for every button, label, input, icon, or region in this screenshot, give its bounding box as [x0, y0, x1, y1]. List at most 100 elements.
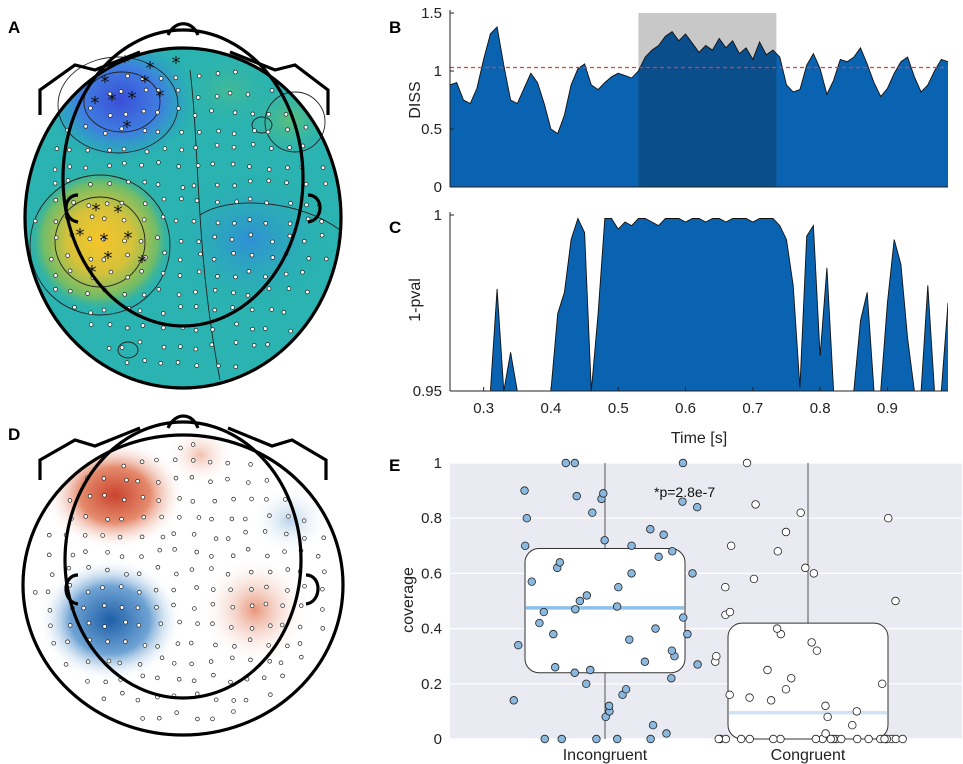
sensor-dot — [88, 182, 93, 187]
sensor-dot — [228, 679, 233, 685]
e-y-label: coverage — [400, 567, 417, 633]
panel-letter-d: D — [8, 425, 20, 444]
sensor-dot — [192, 113, 198, 118]
sensor-dot — [117, 534, 123, 540]
sensor-dot — [190, 442, 196, 447]
sensor-dot — [121, 497, 127, 502]
sensor-dot — [212, 234, 217, 240]
sensor-dot — [263, 601, 269, 607]
sensor-dot — [210, 161, 216, 167]
point-incongruent — [693, 660, 702, 669]
sensor-dot — [67, 164, 72, 169]
sensor-dot — [142, 358, 147, 363]
sensor-dot — [196, 515, 202, 520]
sensor-dot — [141, 292, 147, 298]
sensor-dot — [52, 167, 58, 172]
sensor-dot — [208, 659, 214, 664]
sensor-dot — [263, 326, 268, 331]
point-incongruent — [667, 646, 677, 655]
sensor-dot — [267, 569, 273, 575]
sensor-dot — [266, 643, 271, 648]
sensor-dot — [63, 662, 69, 667]
sensor-dot — [249, 603, 255, 609]
sensor-dot — [178, 239, 184, 244]
point-incongruent — [646, 525, 655, 534]
point-incongruent — [600, 536, 609, 545]
sensor-dot — [158, 361, 163, 366]
significant-sensor-star: * — [123, 117, 132, 138]
sensor-dot — [101, 257, 107, 262]
point-incongruent — [662, 729, 671, 738]
significant-sensor-star: * — [128, 88, 137, 109]
sensor-dot — [248, 232, 253, 238]
sensor-dot — [137, 590, 142, 595]
sensor-dot — [193, 145, 198, 150]
sensor-dot — [286, 286, 292, 291]
sensor-dot — [82, 533, 88, 538]
sensor-dot — [171, 531, 176, 536]
sensor-dot — [191, 678, 197, 684]
sensor-dot — [140, 494, 146, 500]
topomap-d-fill — [23, 435, 343, 735]
sensor-dot — [101, 476, 107, 481]
sensor-dot — [83, 124, 88, 129]
point-incongruent — [599, 489, 608, 498]
sensor-dot — [230, 553, 236, 559]
point-congruent — [853, 734, 862, 744]
sensor-dot — [303, 181, 309, 187]
sensor-dot — [67, 268, 73, 274]
sensor-dot — [101, 696, 107, 702]
sensor-dot — [67, 623, 73, 628]
sensor-dot — [123, 639, 128, 644]
sensor-dot — [124, 572, 129, 577]
point-incongruent — [592, 734, 601, 744]
sensor-dot — [231, 144, 237, 150]
sensor-dot — [177, 257, 183, 263]
sensor-dot — [120, 690, 125, 696]
sensor-dot — [178, 445, 183, 451]
sensor-dot — [122, 238, 127, 244]
sensor-dot — [216, 128, 221, 134]
sensor-dot — [284, 531, 289, 537]
point-incongruent — [604, 701, 614, 711]
sensor-dot — [188, 640, 194, 646]
sensor-dot — [193, 328, 199, 333]
sensor-dot — [230, 604, 236, 610]
significant-sensor-star: * — [138, 252, 147, 273]
e-y-tick-label: 0.4 — [421, 621, 442, 638]
point-congruent — [766, 696, 776, 705]
sensor-dot — [107, 148, 112, 153]
point-incongruent — [522, 514, 532, 523]
sensor-dot — [285, 567, 290, 572]
point-congruent — [781, 527, 791, 537]
sensor-dot — [209, 516, 214, 522]
sensor-dot — [215, 220, 221, 226]
c-y-tick-label: 1 — [434, 207, 442, 224]
sensor-dot — [53, 273, 58, 278]
sensor-dot — [189, 661, 194, 667]
point-incongruent — [527, 577, 536, 586]
sensor-dot — [102, 216, 107, 221]
sensor-dot — [299, 654, 304, 660]
point-congruent — [714, 734, 723, 744]
sensor-dot — [213, 536, 219, 541]
sensor-dot — [86, 565, 91, 570]
sensor-dot — [233, 69, 238, 75]
sensor-dot — [177, 273, 183, 278]
c-x-label: Time [s] — [671, 430, 727, 447]
point-congruent — [796, 508, 805, 517]
sensor-dot — [225, 476, 230, 482]
sensor-dot — [155, 644, 160, 649]
topomap-a-contours — [29, 56, 341, 381]
sensor-dot — [105, 517, 110, 522]
sensor-dot — [83, 549, 88, 554]
sensor-dot — [284, 180, 289, 185]
point-incongruent — [520, 541, 530, 550]
sensor-dot — [119, 554, 125, 559]
point-incongruent — [549, 629, 558, 639]
sensor-dot — [319, 233, 325, 238]
sensor-dot — [211, 257, 217, 262]
significant-sensor-star: * — [92, 200, 101, 221]
sensor-dot — [270, 255, 275, 260]
sensor-dot — [194, 585, 199, 590]
